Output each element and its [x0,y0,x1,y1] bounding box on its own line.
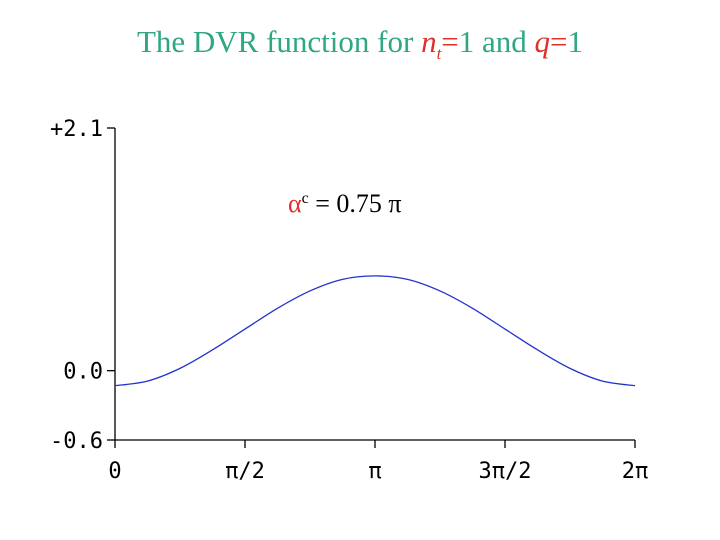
alpha-value: = 0.75 π [309,189,402,218]
y-tick-label: 0.0 [63,360,103,385]
alpha-annotation: αc = 0.75 π [288,189,402,218]
title-var-q: q [534,24,551,59]
x-tick-label: 2π [622,459,649,484]
y-tick-label: +2.1 [50,117,103,142]
title-value-1: 1 and [458,24,535,59]
series-line [114,275,636,387]
x-tick-label: π/2 [225,459,265,484]
title-prefix: The DVR function for [136,24,422,59]
alpha-symbol: α [288,189,302,218]
chart-axes [114,128,635,441]
chart-ticks: 0 π/2 π 3π/2 2π +2.1 0.0 -0.6 [50,117,648,484]
title-var-n: n [421,24,437,59]
title-var-subscript: t [436,44,442,64]
y-tick-label: -0.6 [50,429,103,454]
x-tick-label: 0 [108,459,121,484]
alpha-superscript: c [302,190,309,207]
x-tick-label: π [368,459,381,484]
title-equals-1: = [441,24,459,59]
x-tick-label: 3π/2 [479,459,532,484]
title-equals-2: = [550,24,568,59]
title-value-2: 1 [567,24,584,59]
chart-title: The DVR function for nt=1 and q=1 [0,24,720,64]
